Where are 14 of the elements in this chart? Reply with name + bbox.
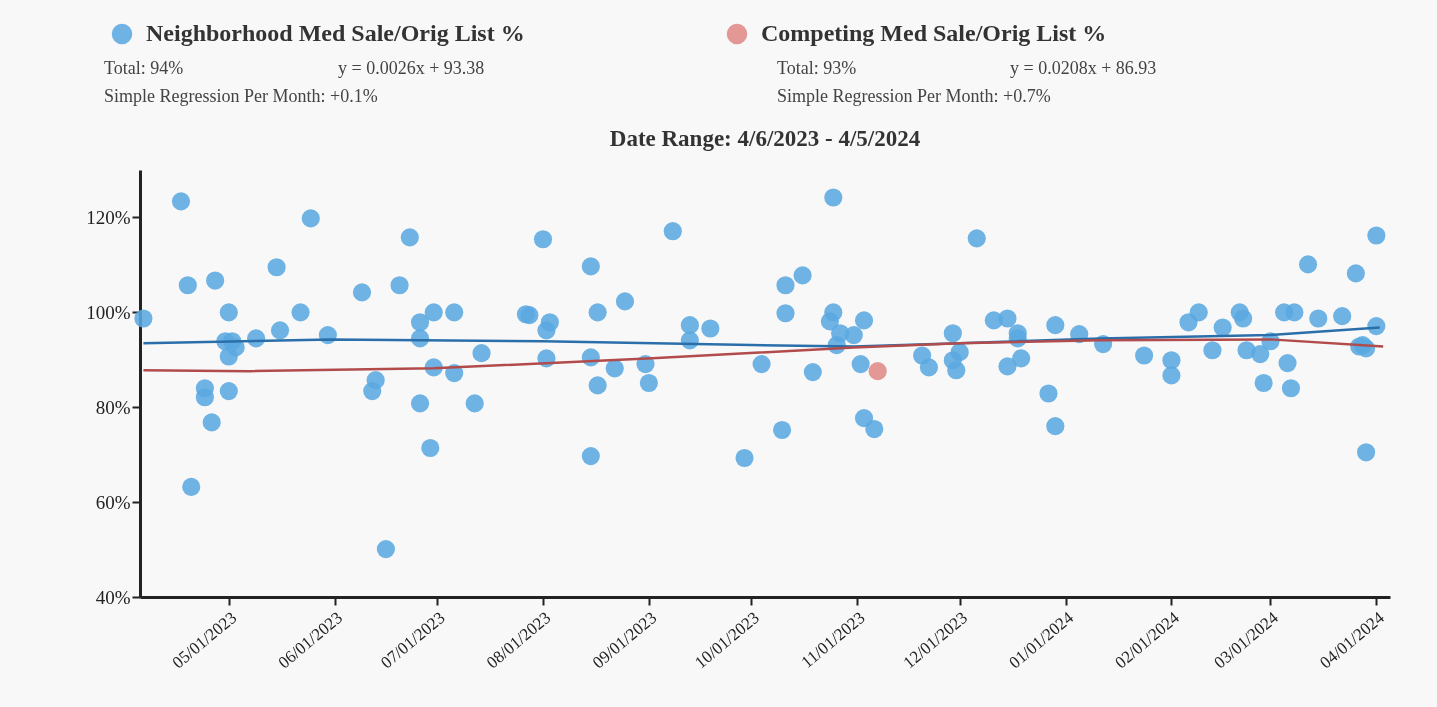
text: y = 0.0026x + 93.38	[338, 58, 485, 79]
y-tick-label: 100%	[86, 301, 131, 323]
legend-label: Competing Med Sale/Orig List %	[761, 20, 1107, 46]
y-tick-label: 120%	[86, 206, 131, 228]
chart-title: Date Range: 4/6/2023 - 4/5/2024	[608, 126, 922, 152]
y-tick-label: 40%	[95, 586, 131, 608]
y-tick-label: 80%	[95, 396, 131, 418]
text: y = 0.0208x + 86.93	[1010, 58, 1157, 79]
text: Simple Regression Per Month: +0.7%	[777, 86, 1051, 107]
y-tick-label: 60%	[95, 491, 131, 513]
text: Total: 93%	[777, 58, 857, 79]
text: Simple Regression Per Month: +0.1%	[104, 86, 378, 107]
text: Total: 94%	[104, 58, 184, 79]
legend-label: Neighborhood Med Sale/Orig List %	[146, 20, 525, 46]
